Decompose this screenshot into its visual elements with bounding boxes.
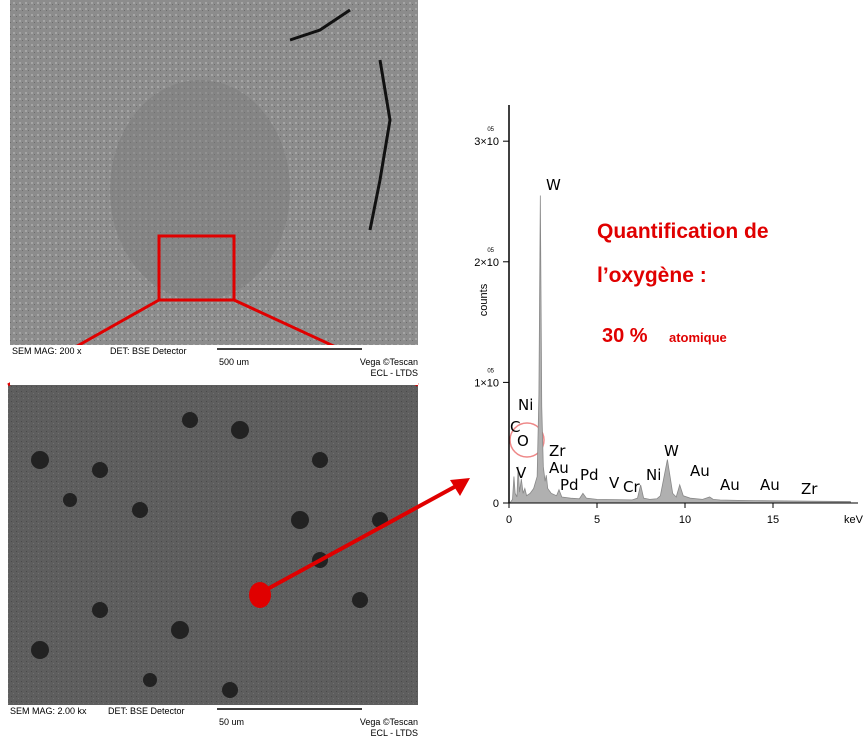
sem-image-2 [8,385,418,705]
note-unit: atomique [669,330,727,345]
caption: DET: BSE Detector [108,706,185,716]
y-tick-exponent: 05 [487,248,494,254]
caption: Vega ©Tescan [360,717,418,727]
y-tick-label: 0 [493,498,499,510]
peak-label: Pd [580,466,599,484]
x-tick-label: 0 [506,514,512,526]
peak-label: Au [690,462,710,480]
y-tick-label: 3×10 [474,136,499,148]
y-tick-exponent: 05 [487,368,494,374]
caption-bar [10,345,418,385]
peak-label: Zr [801,480,818,498]
peak-label: Cr [623,478,640,496]
caption: ECL - LTDS [370,368,418,378]
caption: SEM MAG: 200 x [12,346,82,356]
peak-label: W [664,442,679,460]
peak-label: W [546,176,561,194]
sem-image-1 [10,0,418,345]
spectrum [509,195,851,504]
caption: DET: BSE Detector [110,346,187,356]
caption: 50 um [219,717,244,727]
caption: 500 um [219,357,249,367]
note-line: Quantification de [597,220,769,243]
note-line: l’oxygène : [597,264,707,287]
y-tick-label: 2×10 [474,257,499,269]
arrow [261,483,459,594]
sem-region [110,80,290,300]
peak-label: Pd [560,476,579,494]
peak-label: V [609,474,620,492]
peak-label: C [510,418,520,436]
y-tick-exponent: 05 [487,127,494,133]
zoom-box [157,234,236,302]
arrow-head [450,478,470,496]
peak-label: O [517,432,529,450]
peak-label: V [516,464,527,482]
x-axis-label: keV [844,514,864,526]
oxygen-circle [509,422,545,458]
peak-label: Au [760,476,780,494]
sem-crack [289,8,392,231]
caption-bar [8,705,418,740]
y-tick-label: 1×10 [474,377,499,389]
x-tick-label: 15 [767,514,779,526]
y-axis-label: counts [478,283,490,316]
peak-label: Ni [518,396,533,414]
peak-label: Au [720,476,740,494]
caption: ECL - LTDS [370,728,418,738]
x-tick-label: 10 [679,514,691,526]
note-percent: 30 % [602,325,648,347]
point-marker [249,582,271,608]
peak-label: Zr [549,442,566,460]
x-tick-label: 5 [594,514,600,526]
caption: SEM MAG: 2.00 kx [10,706,87,716]
peak-label: Ni [646,466,661,484]
caption: Vega ©Tescan [360,357,418,367]
peak-label: Au [549,459,569,477]
